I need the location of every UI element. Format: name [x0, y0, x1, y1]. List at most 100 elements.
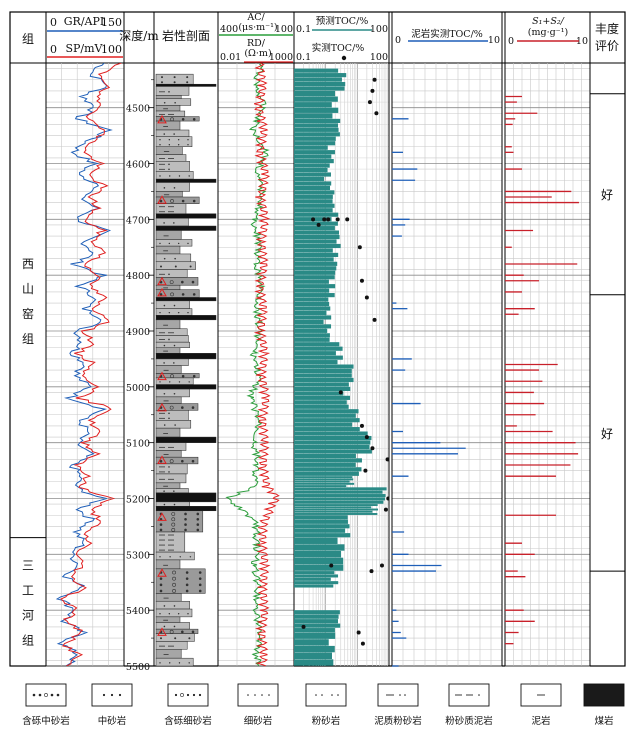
toc-predicted-bar	[294, 453, 356, 458]
sp-axis-title: SP/mV	[65, 42, 103, 55]
sp-min-label: 0	[50, 43, 57, 56]
toc-predicted-bar	[294, 150, 335, 155]
lithology-unit	[155, 225, 217, 231]
lithology-unit	[155, 657, 194, 667]
pebble-marker	[157, 276, 167, 286]
sp-max-label: 100	[101, 43, 122, 56]
toc-predicted-bar	[294, 73, 347, 78]
lithology-unit	[155, 641, 188, 650]
lithology-unit	[155, 129, 190, 137]
toc-predicted-bar	[294, 471, 359, 476]
lithology-unit	[155, 203, 187, 214]
toc-predicted-bar	[294, 293, 335, 298]
toc-predicted-bar	[294, 550, 342, 558]
lithology-unit	[155, 308, 193, 316]
lithology-unit	[155, 154, 187, 162]
toc-predicted-bar	[294, 270, 336, 275]
toc-predicted-bar	[294, 377, 354, 383]
lithology-unit	[155, 388, 190, 398]
toc-predicted-bar	[294, 639, 329, 646]
lithology-unit	[155, 341, 190, 348]
lithology-unit	[155, 377, 194, 385]
toc-measured-point	[322, 217, 327, 222]
lithology-unit	[155, 284, 181, 290]
toc-predicted-bar	[294, 163, 330, 168]
toc-measured-point	[311, 217, 316, 222]
depth-tick-label: 4600	[126, 160, 150, 171]
lithology-unit	[155, 649, 182, 659]
toc-predicted-bar	[294, 581, 339, 585]
toc-predicted-bar	[294, 482, 355, 485]
legend-swatch-mud-silt	[377, 683, 419, 707]
formation-column-header: 组	[22, 32, 34, 46]
toc-predicted-bar	[294, 458, 362, 463]
depth-tick-label: 4900	[126, 327, 150, 338]
formation-label-char: 山	[22, 282, 34, 296]
toc-predicted-bar	[294, 310, 327, 316]
rating-header-line-1: 丰度	[595, 21, 619, 36]
toc-predicted-bar	[294, 279, 329, 284]
toc-predicted-bar	[294, 333, 330, 338]
toc-predicted-bar	[294, 226, 335, 231]
toc-predicted-bar	[294, 118, 341, 123]
toc-measured-point	[357, 245, 362, 250]
lithology-unit	[155, 384, 217, 390]
toc-predicted-bar	[294, 478, 354, 481]
lithology-unit	[155, 492, 217, 503]
mud-min-label: 0	[395, 35, 401, 46]
legend-swatch-silt	[305, 683, 347, 707]
toc-predicted-bar	[294, 328, 328, 333]
pebble-marker	[157, 287, 167, 297]
toc-predicted-bar	[294, 628, 335, 633]
toc-predicted-bar	[294, 239, 337, 244]
gr-axis-title: GR/API	[64, 15, 104, 28]
toc-measured-point	[360, 641, 365, 646]
toc-predicted-bar	[294, 537, 338, 544]
toc-measured-point	[374, 111, 379, 116]
toc-predicted-bar	[294, 266, 337, 271]
formation-label-char: 工	[22, 583, 34, 597]
toc-predicted-bar	[294, 614, 339, 619]
lithology-unit	[155, 456, 199, 465]
toc-predicted-bar	[294, 172, 331, 177]
toc-predicted-bar	[294, 494, 386, 498]
toc-predicted-bar	[294, 485, 347, 488]
depth-tick-label: 5300	[126, 550, 150, 561]
pebble-marker	[157, 455, 167, 464]
toc-predicted-bar	[294, 506, 372, 509]
lithology-column-header: 岩性剖面	[162, 28, 210, 43]
formation-label-char: 西	[22, 257, 34, 271]
toc-predicted-bar	[294, 373, 352, 378]
toc-predicted-bar	[294, 500, 384, 504]
lithology-unit	[155, 347, 181, 354]
toc-predicted-bar	[294, 510, 373, 513]
lithology-unit	[155, 83, 217, 87]
toc-pred-max-label: 100	[370, 24, 388, 35]
lithology-unit	[155, 253, 192, 263]
depth-tick-label: 5200	[126, 495, 150, 506]
toc-meas-min-label: 0.1	[296, 52, 311, 63]
toc-predicted-bar	[294, 544, 345, 551]
toc-predicted-bar	[294, 346, 343, 351]
toc-predicted-bar	[294, 212, 339, 217]
toc-predicted-bar	[294, 497, 386, 501]
rd-axis-title-2: (Ω·m)	[244, 48, 271, 59]
toc-predicted-bar	[294, 86, 345, 91]
formation-label-char: 窑	[22, 306, 34, 321]
toc-predicted-bar	[294, 577, 331, 581]
lithology-unit	[155, 335, 189, 343]
lithology-unit	[155, 488, 189, 494]
sp-curve	[60, 63, 122, 666]
pebble-marker	[157, 512, 167, 521]
toc-predicted-bar	[294, 508, 379, 511]
toc-predicted-bar	[294, 261, 338, 266]
toc-predicted-bar	[294, 480, 350, 483]
toc-measured-point	[363, 468, 368, 473]
toc-predicted-bar	[294, 652, 333, 659]
ac-axis-title-1: AC/	[246, 12, 265, 23]
lithology-unit	[155, 559, 181, 570]
toc-predicted-bar	[294, 435, 372, 441]
depth-tick-label: 5500	[126, 662, 150, 673]
rd-min-label: 0.01	[220, 52, 241, 63]
pebble-marker	[157, 114, 167, 124]
